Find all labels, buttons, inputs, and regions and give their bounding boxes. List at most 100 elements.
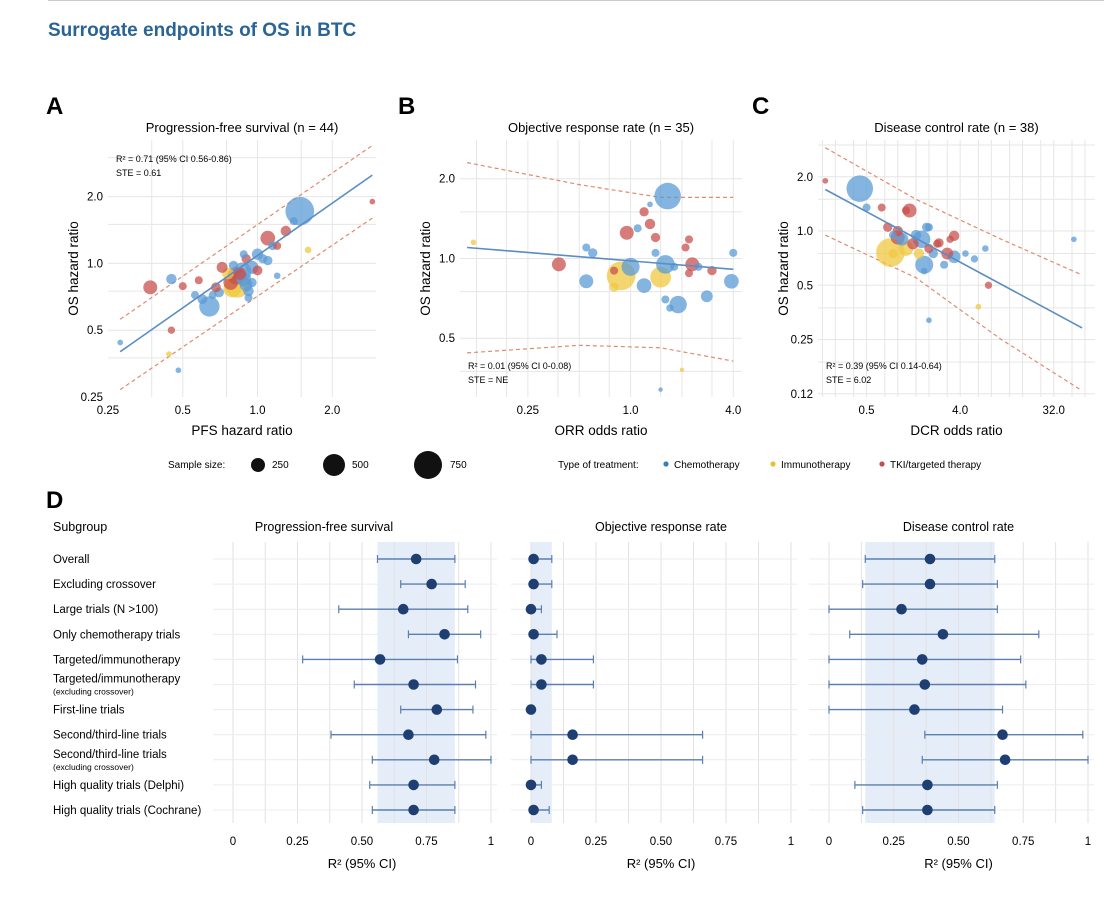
scatter-dcr-title: Disease control rate (n = 38): [874, 120, 1038, 135]
scatter-orr-point: [621, 257, 640, 276]
forest-orr-point-estimate: [525, 603, 537, 615]
legend-immunotherapy-label: Immunotherapy: [781, 460, 850, 471]
scatter-dcr-ytick-label: 0.25: [791, 335, 813, 347]
legend-sample-size: Sample size: 250 500 750: [168, 451, 467, 479]
forest-pfs-xlabel: R² (95% CI): [328, 856, 397, 871]
forest-pfs-xtick-label: 0.25: [286, 836, 308, 848]
scatter-orr-point: [609, 282, 619, 292]
forest-subgroup-label: High quality trials (Delphi): [53, 780, 184, 792]
forest-dcr-title: Disease control rate: [903, 520, 1014, 534]
forest-pfs-point-estimate: [410, 553, 422, 565]
scatter-chart-pfs: Progression-free survival (n = 44)0.25 0.…: [66, 120, 376, 438]
scatter-orr-point: [669, 295, 687, 314]
scatter-orr-point: [647, 201, 653, 208]
scatter-orr-point: [661, 295, 670, 304]
top-rule: [48, 0, 1104, 1]
forest-subgroup-label: Excluding crossover: [53, 579, 156, 591]
forest-orr-xtick-label: 0.25: [585, 836, 607, 848]
forest-orr-point-estimate: [567, 754, 578, 766]
forest-dcr-xlabel: R² (95% CI): [924, 856, 993, 871]
forest-panel-orr: Objective response rate 0 0.25 0.50 0.75 1 R² …: [511, 520, 797, 871]
scatter-orr-ytick-label: 0.5: [439, 333, 455, 345]
forest-pfs-xtick-label: 0: [230, 836, 236, 848]
scatter-dcr-point: [975, 303, 982, 310]
forest-subgroup-label: Overall: [53, 554, 89, 566]
forest-orr-xlabel: R² (95% CI): [627, 856, 696, 871]
scatter-pfs-point: [247, 277, 257, 288]
scatter-dcr-point: [970, 255, 979, 263]
forest-pfs-xtick-label: 1: [488, 836, 494, 848]
scatter-orr-point: [470, 239, 477, 246]
scatter-pfs-point: [178, 282, 187, 291]
scatter-pfs-xtick-label: 2.0: [324, 405, 340, 417]
scatter-orr-point: [681, 243, 690, 252]
forest-subgroup-label: Second/third-line trials: [53, 749, 167, 761]
legend-size-750-marker: [414, 451, 442, 479]
legend-size-500-label: 500: [352, 460, 369, 471]
scatter-orr-point: [551, 257, 566, 272]
scatter-dcr-point: [924, 223, 933, 232]
scatter-pfs-point: [273, 272, 281, 280]
scatter-orr-point: [658, 387, 663, 392]
forest-orr-point-estimate: [528, 578, 539, 590]
legend-size-750-label: 750: [450, 460, 467, 471]
forest-pfs-point-estimate: [426, 578, 437, 590]
forest-orr-xtick-label: 0.75: [715, 836, 737, 848]
scatter-dcr-ytick-label: 1.0: [797, 226, 813, 238]
forest-dcr-xtick-label: 1: [1085, 836, 1091, 848]
forest-subgroup-label: Targeted/immunotherapy: [53, 654, 180, 666]
forest-orr-point-estimate: [525, 779, 537, 791]
forest-orr-point-estimate: [536, 679, 547, 690]
scatter-orr-point: [700, 290, 713, 303]
forest-dcr-point-estimate: [924, 553, 936, 565]
forest-dcr-point-estimate: [922, 804, 933, 816]
scatter-dcr-fit-line: [824, 188, 1083, 329]
forest-subgroup-sublabel: (excluding crossover): [53, 687, 134, 697]
forest-dcr-point-estimate: [919, 679, 931, 690]
scatter-orr-point: [579, 274, 594, 289]
forest-dcr-point-estimate: [997, 729, 1008, 740]
scatter-pfs-annotation: R² = 0.71 (95% CI 0.56-0.86): [116, 154, 232, 164]
scatter-dcr-point: [901, 206, 910, 215]
scatter-orr-point: [666, 304, 674, 312]
scatter-pfs-point: [244, 293, 253, 302]
scatter-pfs-xtick-label: 0.25: [97, 405, 119, 417]
scatter-orr-point: [650, 232, 661, 243]
scatter-orr-point: [633, 224, 642, 233]
legend-treatment: Type of treatment: Chemotherapy Immunoth…: [558, 460, 981, 471]
scatter-orr-xtick-label: 1.0: [623, 405, 639, 417]
legend-chemotherapy-label: Chemotherapy: [674, 460, 740, 471]
scatter-orr-point: [684, 269, 694, 278]
scatter-dcr-ci-upper-line: [825, 147, 1083, 276]
scatter-orr-point: [644, 218, 656, 230]
scatter-pfs-point: [228, 260, 239, 271]
scatter-orr-xtick-label: 4.0: [725, 405, 741, 417]
scatter-dcr-point: [862, 203, 871, 212]
forest-subgroup-sublabel: (excluding crossover): [53, 762, 134, 772]
forest-orr-point-estimate: [528, 553, 539, 565]
panel-d-letter: D: [46, 487, 63, 514]
scatter-dcr-annotation: R² = 0.39 (95% CI 0.14-0.64): [826, 361, 942, 371]
scatter-dcr-point: [926, 317, 932, 324]
legend-size-500-marker: [323, 454, 345, 476]
scatter-pfs-point: [263, 255, 273, 266]
forest-pfs-point-estimate: [408, 779, 419, 791]
forest-orr-xtick-label: 0.50: [650, 836, 672, 848]
scatter-dcr-point: [940, 260, 949, 269]
scatter-orr-ytick-label: 1.0: [439, 253, 455, 265]
scatter-dcr-ci-lower-line: [825, 234, 1083, 392]
forest-subgroup-label: Only chemotherapy trials: [53, 629, 180, 641]
scatter-pfs-ytick-label: 0.5: [87, 325, 103, 337]
forest-dcr-xtick-label: 0: [826, 836, 832, 848]
scatter-pfs-point: [280, 225, 292, 237]
scatter-chart-orr: Objective response rate (n = 35) 0.25 1.0 4…: [418, 120, 742, 438]
forest-subgroup-label: Second/third-line trials: [53, 730, 167, 742]
scatter-pfs-point: [285, 196, 315, 226]
forest-pfs-point-estimate: [439, 629, 450, 640]
scatter-dcr-annotation: STE = 6.02: [826, 375, 871, 385]
forest-subgroup-labels: Overall Excluding crossover Large trials (…: [53, 554, 201, 817]
scatter-orr-ytick-label: 2.0: [439, 174, 455, 186]
forest-subgroup-label: High quality trials (Cochrane): [53, 805, 201, 817]
forest-pfs-point-estimate: [428, 754, 440, 766]
